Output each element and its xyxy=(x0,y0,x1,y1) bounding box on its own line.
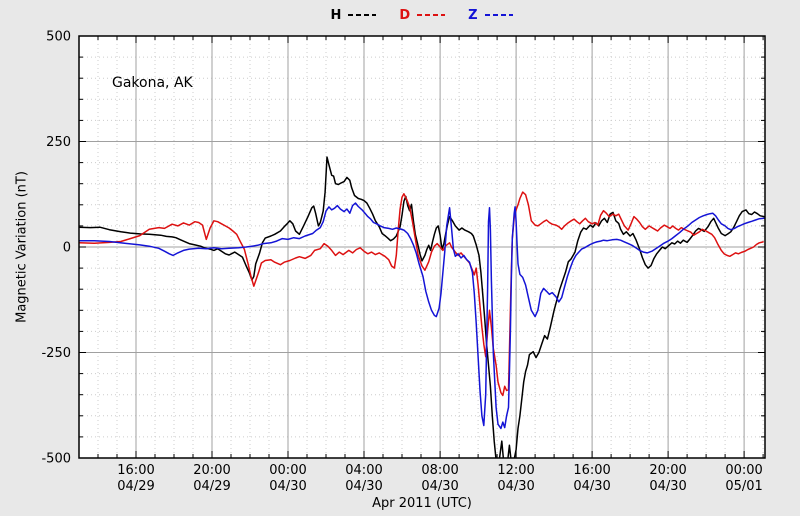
x-tick-label-date: 04/29 xyxy=(117,479,154,494)
x-tick-label-time: 20:00 xyxy=(193,463,230,478)
x-tick-label-date: 05/01 xyxy=(725,479,762,494)
series-Z-line xyxy=(79,202,765,430)
y-axis-title: Magnetic Variation (nT) xyxy=(14,171,30,323)
legend-item-Z: Z xyxy=(468,8,513,23)
x-tick-label-date: 04/30 xyxy=(649,479,686,494)
x-tick-label-date: 04/29 xyxy=(193,479,230,494)
legend-label: H xyxy=(330,7,342,23)
legend-dash-sample xyxy=(417,14,446,16)
series-H-line xyxy=(79,156,765,458)
x-tick-label-date: 04/30 xyxy=(345,479,382,494)
x-tick-label-time: 08:00 xyxy=(421,463,458,478)
legend-dash-sample xyxy=(348,14,377,16)
x-tick-label-time: 20:00 xyxy=(649,463,686,478)
x-tick-label-time: 00:00 xyxy=(725,463,762,478)
x-tick-label-date: 04/30 xyxy=(421,479,458,494)
x-tick-label-date: 04/30 xyxy=(269,479,306,494)
y-tick-label: 0 xyxy=(63,241,71,256)
legend-label: D xyxy=(399,7,411,23)
x-tick-label-time: 00:00 xyxy=(269,463,306,478)
station-annotation: Gakona, AK xyxy=(112,75,193,91)
y-tick-label: -500 xyxy=(41,452,71,467)
x-axis-title: Apr 2011 (UTC) xyxy=(372,496,472,511)
x-tick-label-time: 16:00 xyxy=(117,463,154,478)
x-tick-label-time: 04:00 xyxy=(345,463,382,478)
y-tick-label: 250 xyxy=(46,135,71,150)
legend-label: Z xyxy=(468,7,478,23)
series-D-line xyxy=(79,191,764,397)
x-tick-label-time: 12:00 xyxy=(497,463,534,478)
legend-item-D: D xyxy=(399,8,446,23)
legend-dash-sample xyxy=(484,14,513,16)
y-tick-label: -250 xyxy=(41,346,71,361)
legend-item-H: H xyxy=(330,8,377,23)
x-tick-label-date: 04/30 xyxy=(573,479,610,494)
x-tick-label-date: 04/30 xyxy=(497,479,534,494)
y-tick-label: 500 xyxy=(46,30,71,45)
x-tick-label-time: 16:00 xyxy=(573,463,610,478)
